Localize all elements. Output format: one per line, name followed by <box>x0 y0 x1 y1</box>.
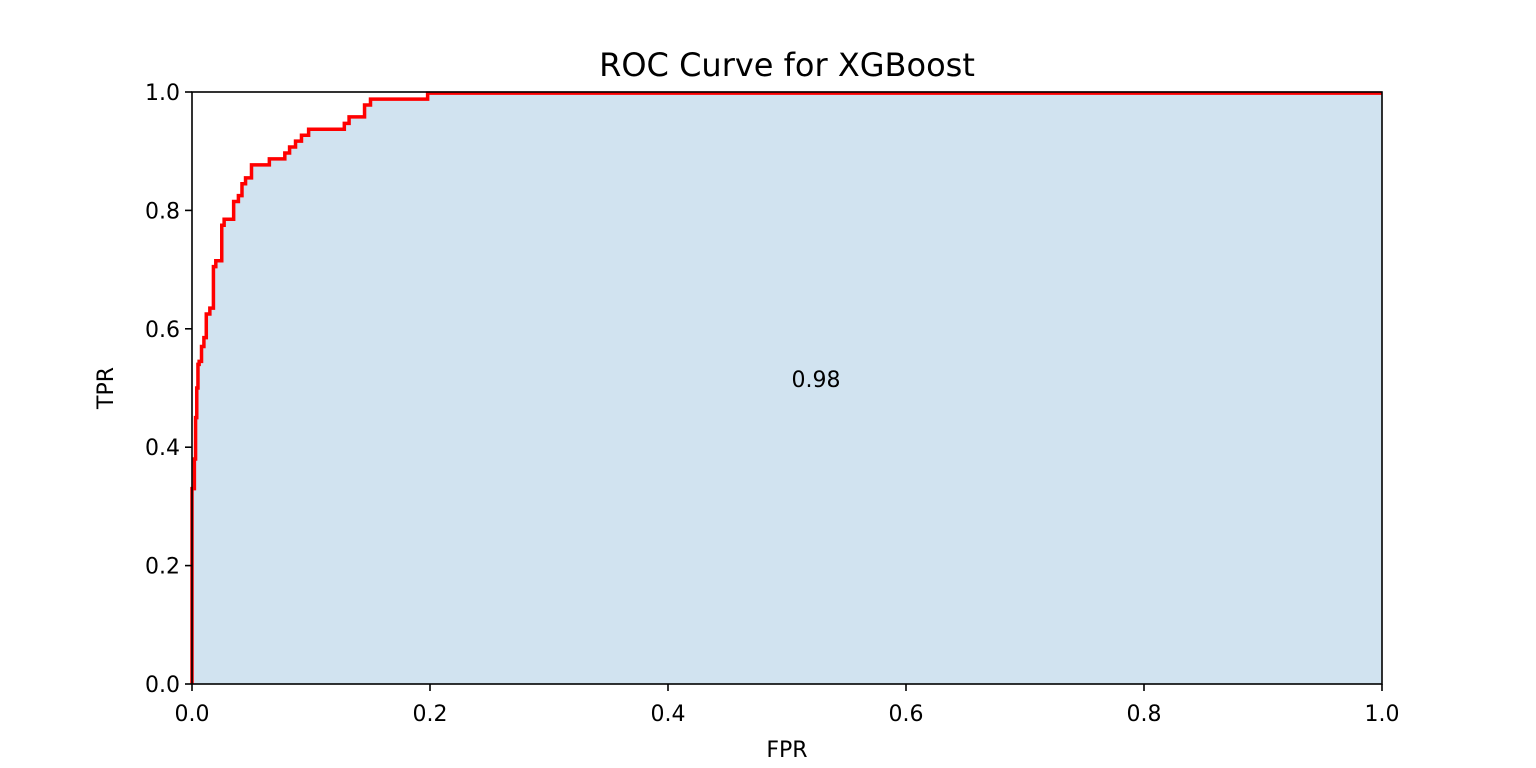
x-tick-label: 0.8 <box>1127 702 1162 727</box>
x-tick-label: 0.2 <box>413 702 448 727</box>
x-axis-label: FPR <box>766 738 807 763</box>
x-tick-label: 0.4 <box>651 702 686 727</box>
x-axis-ticks: 0.0 0.2 0.4 0.6 0.8 1.0 <box>175 684 1400 727</box>
chart-title: ROC Curve for XGBoost <box>599 46 975 84</box>
x-tick-label: 1.0 <box>1365 702 1400 727</box>
y-tick-label: 0.8 <box>145 199 180 224</box>
x-tick-label: 0.0 <box>175 702 210 727</box>
y-tick-label: 0.6 <box>145 318 180 343</box>
y-tick-label: 0.4 <box>145 436 180 461</box>
y-tick-label: 0.2 <box>145 555 180 580</box>
y-tick-label: 1.0 <box>145 81 180 106</box>
auc-fill-area <box>192 93 1382 685</box>
y-axis-ticks: 0.0 0.2 0.4 0.6 0.8 1.0 <box>145 81 192 698</box>
auc-annotation: 0.98 <box>792 368 841 393</box>
plot-area <box>190 91 1383 685</box>
roc-curve-line <box>190 91 1382 684</box>
axes-frame <box>191 91 1383 685</box>
x-tick-label: 0.6 <box>889 702 924 727</box>
y-tick-label: 0.0 <box>145 673 180 698</box>
y-axis-label: TPR <box>94 367 119 410</box>
